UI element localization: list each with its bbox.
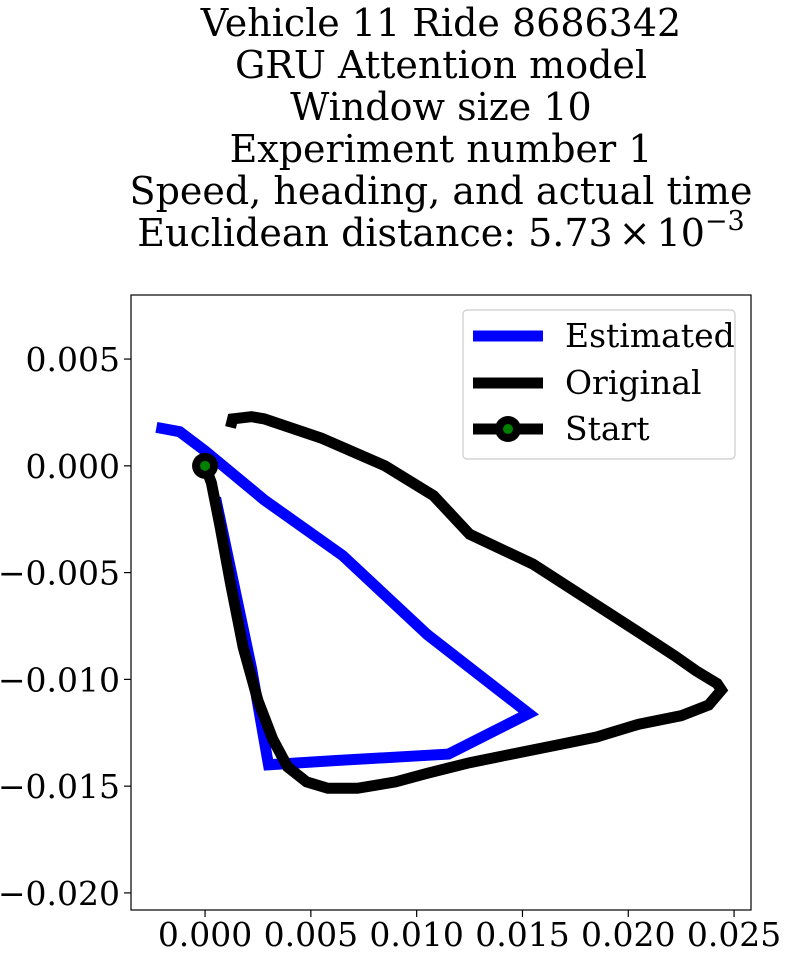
legend-label-original: Original: [565, 363, 702, 402]
y-tick-label: −0.010: [0, 660, 120, 699]
title-distance-times: ×: [619, 211, 651, 255]
start-marker-center: [200, 460, 211, 471]
series-line-original: [199, 411, 729, 794]
x-tick-label: 0.000: [158, 915, 252, 954]
title-distance-exponent: −3: [705, 206, 745, 237]
title-distance-value: Euclidean distance: 5.73: [137, 211, 612, 255]
legend-label-start: Start: [565, 409, 650, 448]
legend-start-marker-center: [503, 424, 513, 434]
x-tick-label: 0.020: [581, 915, 675, 954]
y-tick-label: −0.005: [0, 554, 120, 593]
x-tick-label: 0.005: [264, 915, 358, 954]
legend: Estimated Original Start: [462, 309, 736, 460]
x-tick-label: 0.015: [475, 915, 569, 954]
y-tick-label: −0.020: [0, 874, 120, 913]
title-distance-base: 10: [657, 211, 705, 255]
y-axis: 0.005 0.000 −0.005 −0.010 −0.015 −0.020: [0, 340, 131, 913]
legend-label-estimated: Estimated: [565, 316, 735, 355]
y-tick-label: 0.000: [26, 447, 120, 486]
title-line-4: Experiment number 1: [230, 127, 653, 171]
legend-box: [462, 309, 736, 460]
title-line-3: Window size 10: [290, 85, 591, 129]
x-axis: 0.000 0.005 0.010 0.015 0.020 0.025: [158, 910, 781, 954]
title-line-2: GRU Attention model: [235, 43, 647, 87]
y-tick-label: −0.015: [0, 767, 120, 806]
x-tick-label: 0.025: [687, 915, 781, 954]
series-line-estimated: [155, 421, 540, 771]
title-line-1: Vehicle 11 Ride 8686342: [200, 1, 681, 45]
x-tick-label: 0.010: [369, 915, 463, 954]
title-distance: Euclidean distance: 5.73 × 10−3: [137, 206, 744, 255]
series-layer: [155, 411, 729, 794]
title-line-5: Speed, heading, and actual time: [130, 169, 753, 213]
y-tick-label: 0.005: [26, 340, 120, 379]
